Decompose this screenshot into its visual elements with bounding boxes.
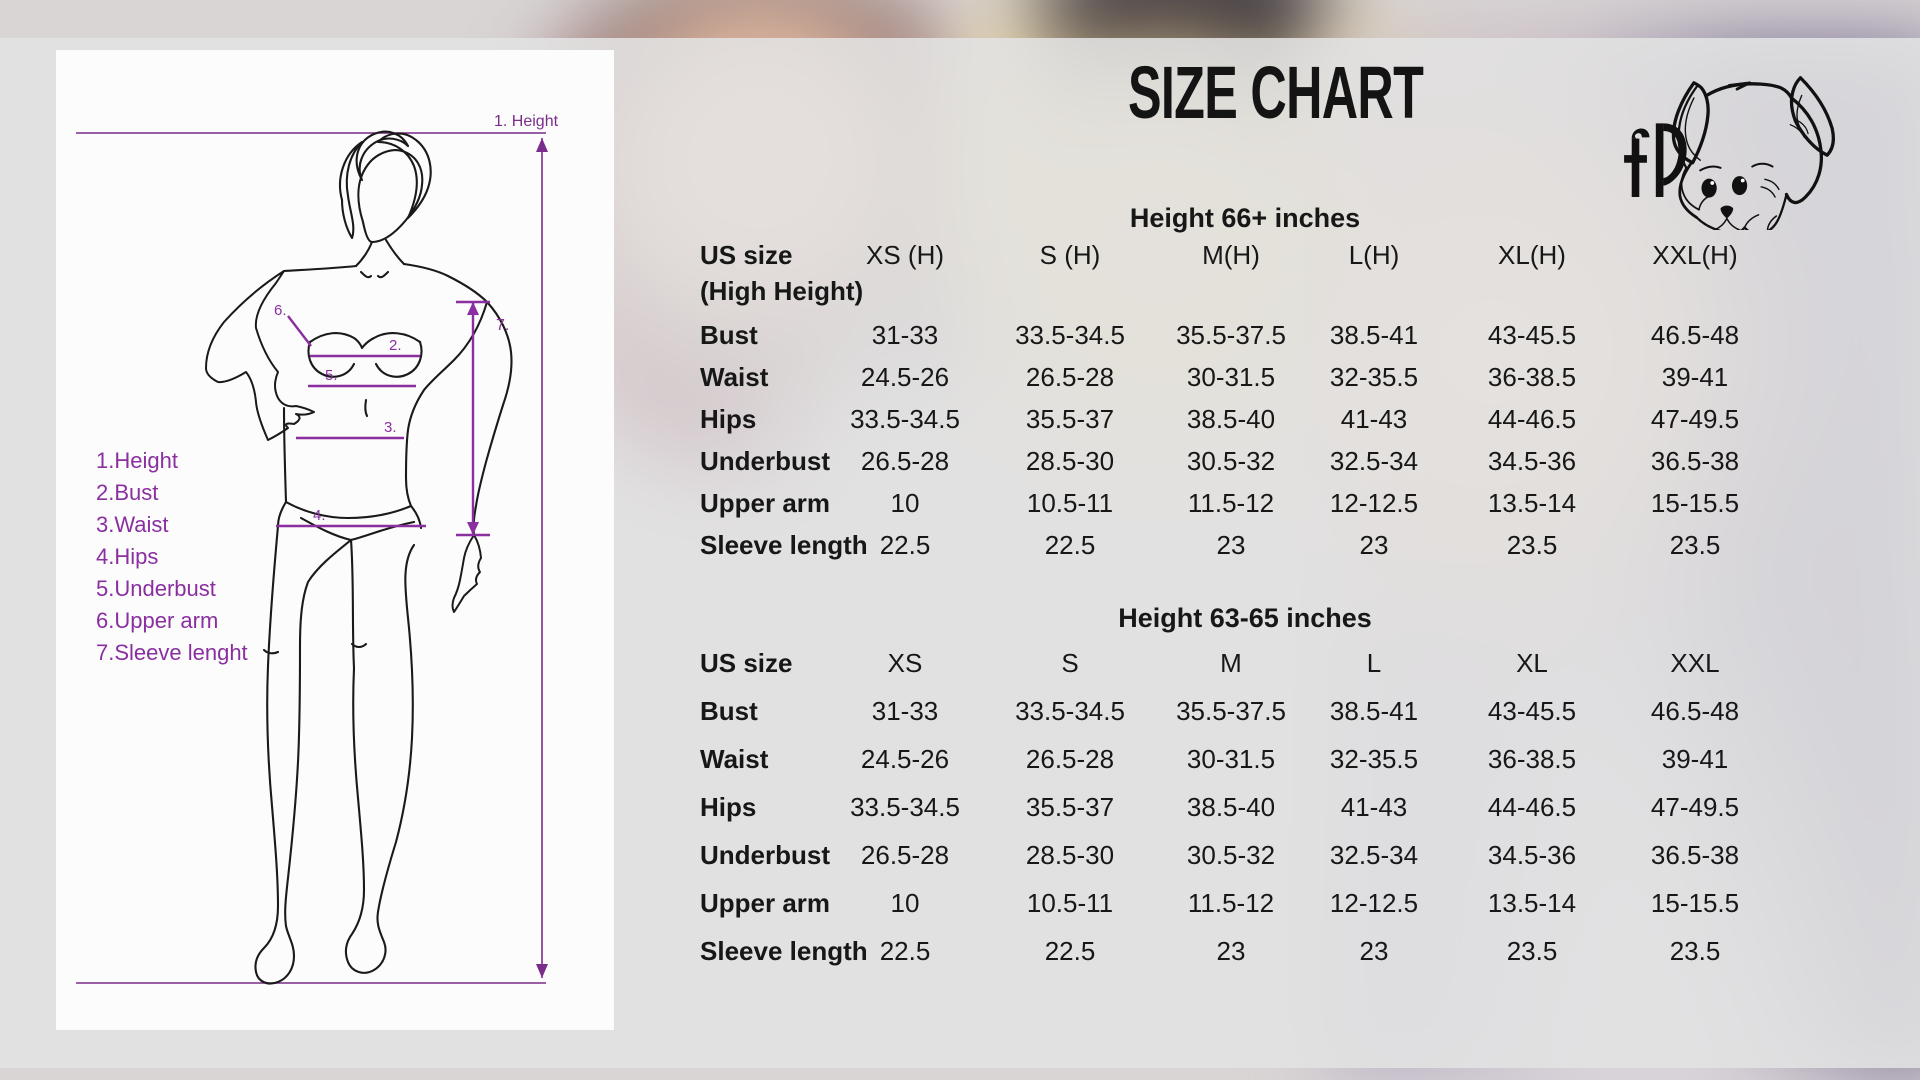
svg-text:2.: 2. (389, 337, 402, 354)
svg-text:5.Underbust: 5.Underbust (96, 576, 216, 601)
svg-text:3.Waist: 3.Waist (96, 512, 169, 537)
svg-text:2.Bust: 2.Bust (96, 480, 158, 505)
svg-text:3.: 3. (384, 419, 397, 436)
svg-text:6.Upper arm: 6.Upper arm (96, 608, 218, 633)
svg-text:1. Height: 1. Height (494, 113, 559, 130)
svg-text:5.: 5. (325, 367, 338, 384)
svg-text:4.Hips: 4.Hips (96, 544, 158, 569)
svg-text:4.: 4. (313, 507, 326, 524)
svg-text:1.Height: 1.Height (96, 448, 178, 473)
svg-text:6.: 6. (274, 302, 287, 319)
svg-text:7.: 7. (496, 317, 509, 334)
svg-text:7.Sleeve lenght: 7.Sleeve lenght (96, 640, 248, 665)
